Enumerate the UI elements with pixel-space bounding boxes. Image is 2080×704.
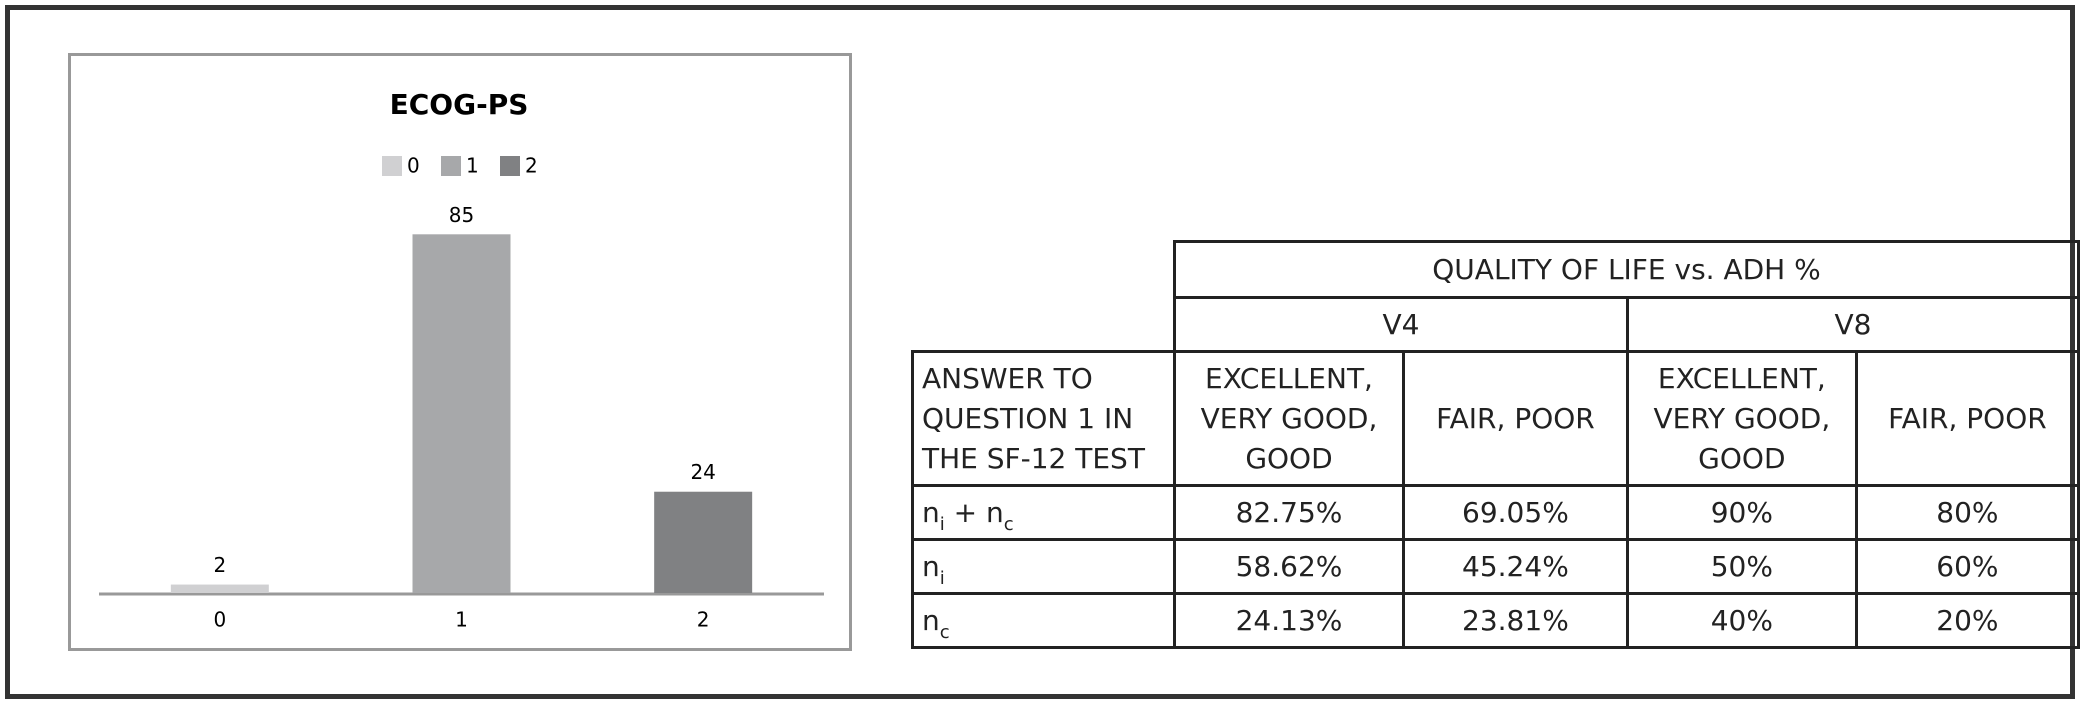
header-row: QUALITY OF LIFE vs. ADH % (913, 240, 2080, 299)
cell: 40% (1625, 592, 1858, 649)
blank-cell (913, 298, 1175, 352)
column-header: EXCELLENT, VERY GOOD, GOOD (1173, 350, 1405, 487)
x-tick-label: 1 (455, 608, 468, 632)
cell: 80% (1854, 484, 2080, 541)
row-label-sub: c (1003, 513, 1014, 535)
data-row: nc 24.13% 23.81% 40% 20% (910, 592, 2080, 649)
cell: 58.62% (1173, 538, 1405, 595)
row-label-text: n (922, 549, 940, 583)
data-label: 24 (690, 460, 715, 484)
x-tick-label: 0 (213, 608, 226, 632)
bar (170, 584, 269, 593)
cell: 24.13% (1173, 592, 1405, 649)
row-label-text: n (922, 495, 940, 529)
column-header: EXCELLENT, VERY GOOD, GOOD (1625, 350, 1858, 487)
blank-cell (913, 242, 1175, 298)
row-label: ni + nc (910, 484, 1177, 541)
cell: 50% (1625, 538, 1858, 595)
group-header: V8 (1625, 296, 2080, 353)
row-label-sub: i (939, 567, 945, 589)
row-label-sub: i (939, 513, 945, 535)
row-label-text: + n (944, 495, 1004, 529)
column-header: ANSWER TO QUESTION 1 IN THE SF-12 TEST (910, 350, 1177, 487)
cell: 82.75% (1173, 484, 1405, 541)
cell: 45.24% (1401, 538, 1629, 595)
data-row: ni + nc 82.75% 69.05% 90% 80% (910, 484, 2080, 541)
row-label-text: n (922, 603, 940, 637)
cell: 23.81% (1401, 592, 1629, 649)
legend-label: 1 (466, 154, 479, 178)
chart-title: ECOG-PS (390, 88, 529, 121)
data-label: 85 (449, 203, 474, 227)
data-row: ni 58.62% 45.24% 50% 60% (910, 538, 2080, 595)
group-row: V4 V8 (913, 296, 2080, 353)
data-label: 2 (213, 553, 226, 577)
legend-label: 0 (407, 154, 420, 178)
legend-swatch (500, 156, 520, 176)
table: QUALITY OF LIFE vs. ADH % V4 V8 ANSWER TO Q… (910, 240, 2080, 649)
bar (654, 491, 753, 593)
column-header: FAIR, POOR (1854, 350, 2080, 487)
x-tick-label: 2 (697, 608, 710, 632)
chart-box (68, 53, 852, 651)
legend-label: 2 (525, 154, 538, 178)
cell: 20% (1854, 592, 2080, 649)
column-header: FAIR, POOR (1401, 350, 1629, 487)
legend-swatch (382, 156, 402, 176)
group-header: V4 (1173, 296, 1629, 353)
cell: 69.05% (1401, 484, 1629, 541)
bar (412, 234, 511, 594)
row-label: ni (910, 538, 1177, 595)
row-label-sub: c (939, 621, 950, 643)
column-row: ANSWER TO QUESTION 1 IN THE SF-12 TEST EX… (910, 350, 2080, 487)
legend-swatch (441, 156, 461, 176)
cell: 60% (1854, 538, 2080, 595)
table-header: QUALITY OF LIFE vs. ADH % (1173, 240, 2080, 299)
row-label: nc (910, 592, 1177, 649)
cell: 90% (1625, 484, 1858, 541)
